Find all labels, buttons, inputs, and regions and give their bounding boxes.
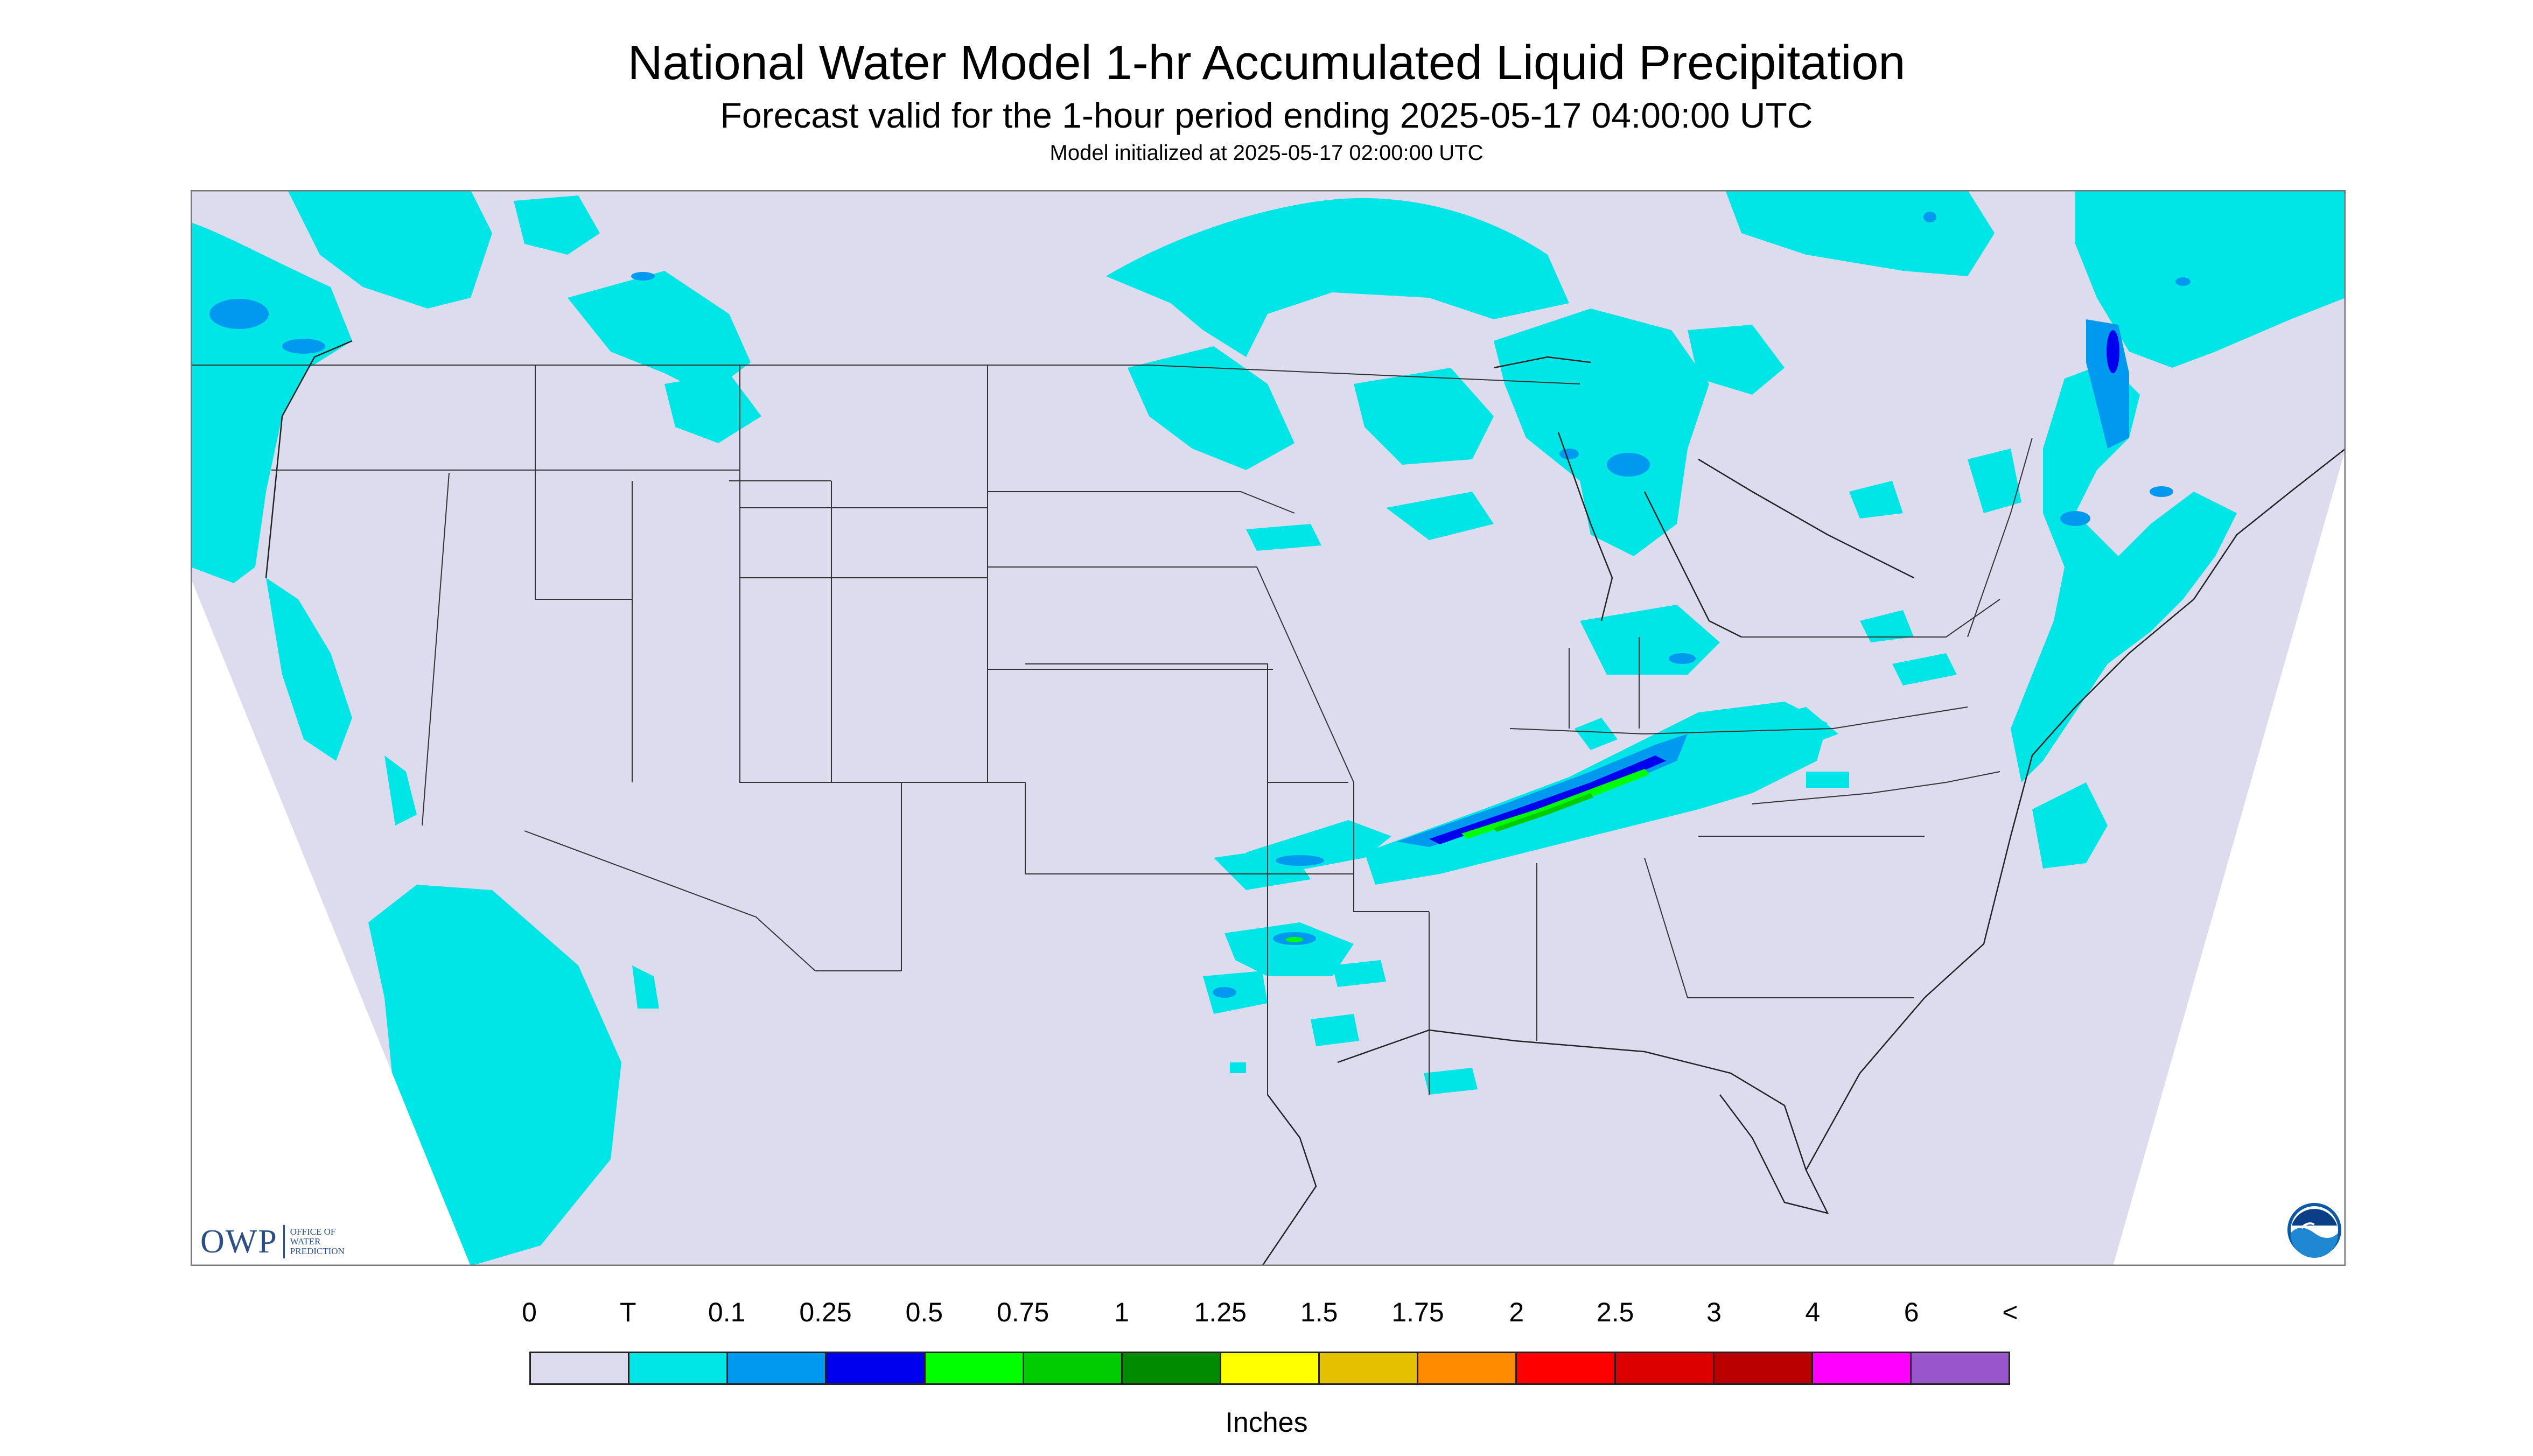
precip-ohio-moderate <box>1276 734 1688 866</box>
precip-south-plains <box>1203 922 1478 1095</box>
legend-swatch <box>827 1353 926 1383</box>
legend-swatch <box>728 1353 827 1383</box>
precipitation-map <box>191 190 2346 1266</box>
legend-label: 0.5 <box>905 1297 943 1327</box>
legend-swatch <box>1418 1353 1517 1383</box>
legend-label: 1.25 <box>1194 1297 1247 1327</box>
legend-swatch <box>531 1353 630 1383</box>
precip-pacific-moderate <box>209 272 655 354</box>
legend-label: 1.5 <box>1300 1297 1338 1327</box>
legend-label: 0.1 <box>708 1297 746 1327</box>
legend-swatch <box>1911 1353 2009 1383</box>
legend-label: 2 <box>1509 1297 1524 1327</box>
noaa-logo <box>2287 1203 2341 1258</box>
model-init-text: Model initialized at 2025-05-17 02:00:00… <box>1049 141 1484 165</box>
legend-swatch <box>1813 1353 1912 1383</box>
precip-layer <box>191 190 2346 1266</box>
precip-great-lakes <box>1106 198 1785 750</box>
map-subtitle: Forecast valid for the 1-hour period end… <box>720 95 1813 135</box>
legend-label: 0.25 <box>799 1297 852 1327</box>
owp-text-line: WATER <box>290 1236 321 1247</box>
precip-texas-core <box>1286 937 1303 942</box>
owp-org-text: OFFICE OF WATER PREDICTION <box>290 1227 366 1256</box>
legend-label: 6 <box>1904 1297 1919 1327</box>
legend-swatch <box>925 1353 1024 1383</box>
legend-swatch <box>1221 1353 1320 1383</box>
precip-quebec-heavy <box>2107 330 2119 373</box>
legend-colorbar <box>529 1352 2010 1385</box>
state-boundaries <box>191 365 2033 1095</box>
legend-labels: 0 T 0.1 0.25 0.5 0.75 1 1.25 1.5 1.75 2 2.5 3 4 6 < <box>0 1297 2533 1334</box>
coastlines <box>265 340 2346 1266</box>
map-frame <box>191 190 2346 1266</box>
legend-label: 1.75 <box>1391 1297 1444 1327</box>
legend-swatch <box>1122 1353 1221 1383</box>
precip-ohio-core <box>1461 769 1650 839</box>
precip-northeast <box>1725 190 2346 869</box>
legend-label: < <box>2002 1297 2018 1327</box>
legend-label: 0.75 <box>996 1297 1049 1327</box>
legend-swatch <box>1320 1353 1419 1383</box>
legend-swatch <box>1615 1353 1715 1383</box>
owp-logo: OWP OFFICE OF WATER PREDICTION <box>200 1220 366 1263</box>
map-title: National Water Model 1-hr Accumulated Li… <box>627 36 1906 90</box>
legend-label: T <box>620 1297 636 1327</box>
owp-divider <box>283 1225 285 1258</box>
legend-label: 4 <box>1805 1297 1821 1327</box>
legend-label: 0 <box>522 1297 537 1327</box>
precip-ohio-heavy <box>1429 755 1666 844</box>
legend-swatch <box>629 1353 729 1383</box>
legend-units: Inches <box>1225 1407 1308 1438</box>
precip-michigan-moderate <box>1559 449 1696 664</box>
legend-label: 1 <box>1114 1297 1129 1327</box>
legend-label: 2.5 <box>1596 1297 1634 1327</box>
legend-swatch <box>1714 1353 1813 1383</box>
owp-text-line: OFFICE OF <box>290 1227 336 1237</box>
owp-mark: OWP <box>200 1223 278 1260</box>
legend-swatch <box>1517 1353 1616 1383</box>
precip-ohio-core-dark <box>1494 793 1593 832</box>
legend-label: 3 <box>1706 1297 1722 1327</box>
legend-swatch <box>1024 1353 1123 1383</box>
owp-text-line: PREDICTION <box>290 1246 345 1256</box>
